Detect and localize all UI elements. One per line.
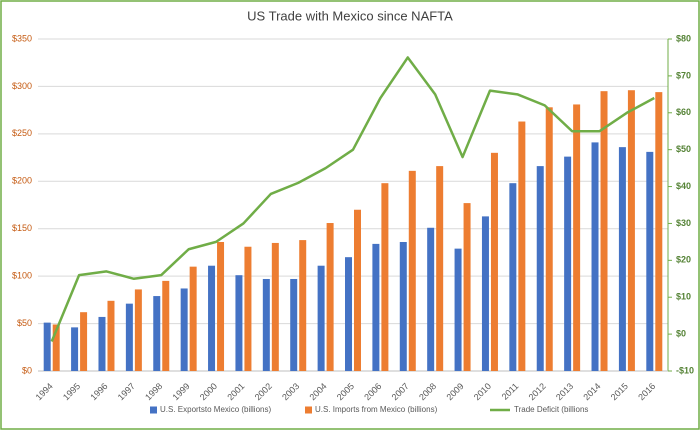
y-tick-label: $350 bbox=[12, 33, 32, 43]
y2-tick-label: $20 bbox=[676, 255, 691, 265]
y2-tick-label: $70 bbox=[676, 70, 691, 80]
bar bbox=[399, 241, 407, 371]
y-tick-label: $50 bbox=[17, 318, 32, 328]
bar bbox=[490, 152, 498, 371]
bar bbox=[262, 278, 270, 371]
y-tick-label: $100 bbox=[12, 271, 32, 281]
bar bbox=[80, 312, 88, 371]
bar bbox=[436, 166, 444, 371]
bar bbox=[463, 203, 471, 371]
bar bbox=[162, 280, 170, 371]
bar bbox=[180, 288, 188, 371]
bar bbox=[618, 147, 626, 371]
bar bbox=[591, 142, 599, 371]
bar bbox=[655, 92, 663, 372]
chart-title: US Trade with Mexico since NAFTA bbox=[247, 8, 453, 23]
bar bbox=[107, 300, 115, 371]
bar bbox=[509, 183, 517, 371]
bar bbox=[454, 248, 462, 371]
bar bbox=[71, 327, 79, 371]
bar bbox=[235, 275, 243, 371]
line bbox=[50, 56, 655, 342]
y-tick-label: $300 bbox=[12, 81, 32, 91]
bar bbox=[427, 227, 435, 371]
bar bbox=[244, 246, 252, 371]
bar bbox=[646, 151, 654, 371]
bar bbox=[345, 257, 352, 371]
bar bbox=[518, 121, 526, 371]
bar bbox=[290, 278, 298, 371]
bar bbox=[381, 183, 389, 371]
bar bbox=[600, 91, 608, 372]
y2-tick-label: $10 bbox=[676, 292, 691, 302]
bar bbox=[627, 90, 635, 372]
legend-swatch bbox=[150, 406, 157, 414]
y2-tick-label: -$10 bbox=[676, 365, 694, 375]
bar bbox=[317, 265, 325, 371]
bar bbox=[564, 156, 572, 371]
bar bbox=[43, 322, 51, 371]
bar bbox=[189, 266, 197, 371]
y2-tick-label: $80 bbox=[676, 33, 691, 43]
bar bbox=[299, 240, 307, 371]
bar bbox=[125, 303, 133, 371]
legend-label: U.S. Imports from Mexico (billions) bbox=[315, 405, 438, 414]
bar bbox=[134, 289, 142, 371]
y2-tick-label: $0 bbox=[676, 328, 686, 338]
legend-swatch bbox=[305, 406, 312, 414]
bar bbox=[52, 324, 60, 371]
bar bbox=[208, 265, 216, 371]
legend-label: Trade Deficit (billions bbox=[514, 405, 588, 414]
y2-tick-label: $60 bbox=[676, 107, 691, 117]
y-tick-label: $250 bbox=[12, 128, 32, 138]
bar bbox=[326, 223, 334, 371]
y-tick-label: $150 bbox=[12, 223, 32, 233]
bar bbox=[354, 209, 361, 371]
bar bbox=[217, 241, 225, 371]
legend-label: U.S. Exportsto Mexico (billions) bbox=[160, 405, 271, 414]
bar bbox=[573, 104, 581, 372]
y-tick-label: $200 bbox=[12, 176, 32, 186]
bar bbox=[408, 170, 416, 371]
bar bbox=[271, 242, 279, 371]
bar bbox=[153, 296, 161, 371]
y-tick-label: $0 bbox=[22, 365, 32, 375]
y2-tick-label: $30 bbox=[676, 218, 691, 228]
bar bbox=[481, 216, 489, 371]
bar bbox=[98, 316, 106, 371]
bar bbox=[536, 166, 544, 371]
bar bbox=[372, 243, 380, 371]
bar bbox=[545, 107, 553, 371]
y2-tick-label: $50 bbox=[676, 144, 691, 154]
y2-tick-label: $40 bbox=[676, 181, 691, 191]
